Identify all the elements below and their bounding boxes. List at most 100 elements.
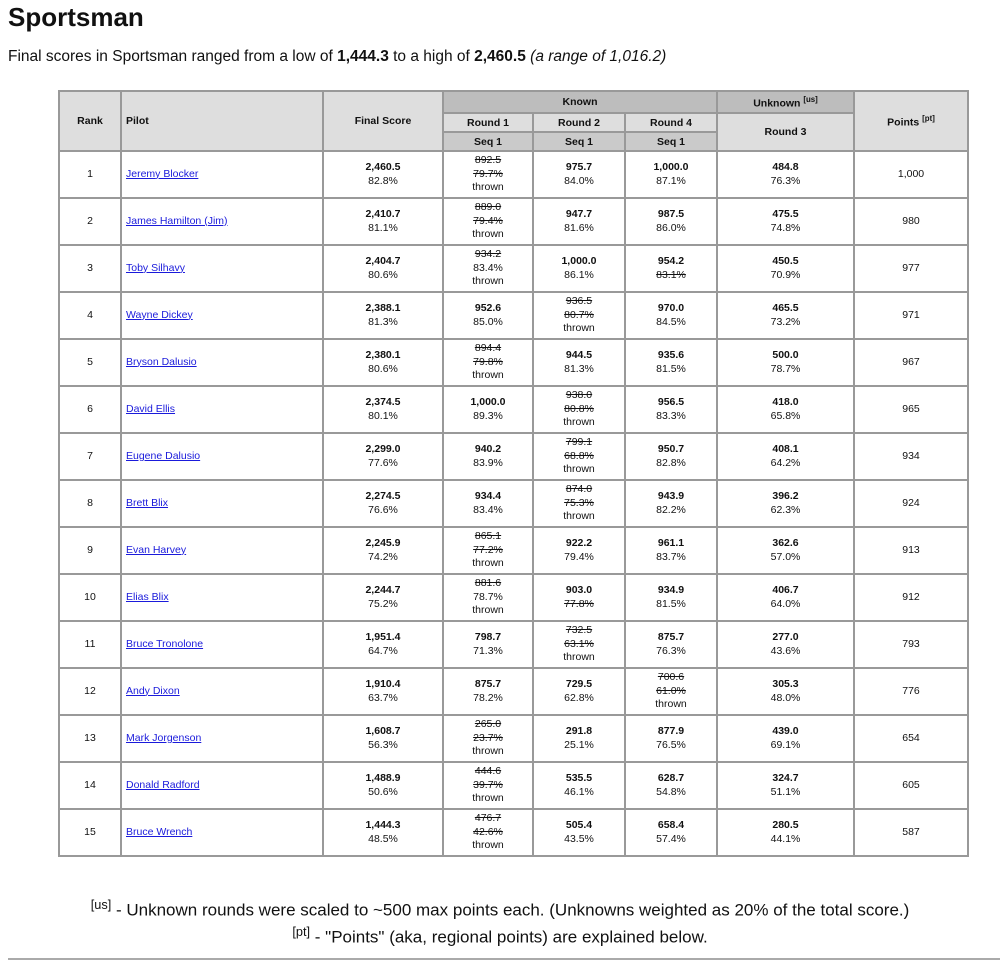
points-cell: 924 [853,479,969,528]
round-cell-r1: 952.6 85.0% [442,291,534,340]
pilot-link[interactable]: Wayne Dickey [126,308,193,321]
round-percent: 64.2% [770,456,801,469]
round-score: 658.4 [657,819,685,831]
round-cell-r3: 362.6 57.0% [716,526,855,575]
header-round1-seq: Seq 1 [442,131,534,152]
pilot-link[interactable]: Bruce Tronolone [126,637,204,650]
round-cell-r4: 961.1 83.7% [624,526,718,575]
pilot-link[interactable]: Elias Blix [126,590,169,603]
round-score: 934.9 [657,584,685,596]
round-percent: 89.3% [473,409,503,422]
round-cell-r4: 987.5 86.0% [624,197,718,246]
round-score: 954.2 [657,255,685,267]
round-percent: 77.8% [564,597,594,610]
pilot-link[interactable]: Andy Dixon [126,684,180,697]
round-score: 732.5 [565,624,593,637]
round-cell-r3: 500.0 78.7% [716,338,855,387]
final-score: 2,460.5 [365,161,401,173]
round-cell-r3: 305.3 48.0% [716,667,855,716]
table-row: 8 Brett Blix 2,274.5 76.6% 934.4 83.4% 874.0 75… [58,479,969,528]
rank-cell: 15 [58,808,122,857]
final-score: 2,388.1 [365,302,401,314]
pilot-link[interactable]: Brett Blix [126,496,169,509]
pilot-cell: Toby Silhavy [120,244,324,293]
pilot-link[interactable]: Bryson Dalusio [126,355,197,368]
round-score: 406.7 [772,584,799,596]
final-score-cell: 2,410.7 81.1% [322,197,444,246]
round-cell-r3: 418.0 65.8% [716,385,855,434]
round-score: 936.5 [565,295,593,308]
pilot-link[interactable]: Mark Jorgenson [126,731,202,744]
final-score-cell: 1,608.7 56.3% [322,714,444,763]
round-cell-r2: 535.5 46.1% [532,761,626,810]
round-score: 408.1 [772,443,799,455]
unknown-footnote-ref[interactable]: [us] [803,94,818,104]
round-cell-r3: 277.0 43.6% [716,620,855,669]
round-score: 324.7 [772,772,799,784]
thrown-label: thrown [472,604,504,617]
round-score: 987.5 [657,208,685,220]
round-cell-r3: 484.8 76.3% [716,150,855,199]
round-cell-r3: 406.7 64.0% [716,573,855,622]
table-row: 10 Elias Blix 2,244.7 75.2% 881.6 78.7% thrown… [58,573,969,622]
pilot-cell: Elias Blix [120,573,324,622]
round-percent: 77.2% [473,543,503,556]
round-cell-r3: 396.2 62.3% [716,479,855,528]
round-percent: 84.0% [564,174,594,187]
footnote-points: [pt] - "Points" (aka, regional points) a… [0,921,1000,949]
pilot-link[interactable]: Donald Radford [126,778,200,791]
thrown-label: thrown [563,510,595,523]
round-score: 944.5 [565,349,593,361]
pilot-link[interactable]: James Hamilton (Jim) [126,214,228,227]
round-cell-r4: 877.9 76.5% [624,714,718,763]
thrown-label: thrown [472,275,504,288]
thrown-label: thrown [563,651,595,664]
round-score: 875.7 [474,678,502,690]
round-percent: 83.4% [473,261,503,274]
points-cell: 967 [853,338,969,387]
round-cell-r2: 938.0 80.8% thrown [532,385,626,434]
header-known: Known [442,90,718,114]
final-score-cell: 2,274.5 76.6% [322,479,444,528]
round-score: 418.0 [772,396,799,408]
pilot-cell: Donald Radford [120,761,324,810]
round-score: 444.6 [474,765,502,778]
round-score: 475.5 [772,208,799,220]
divider [8,958,1000,960]
rank-cell: 7 [58,432,122,481]
pilot-link[interactable]: Jeremy Blocker [126,167,199,180]
rank-cell: 8 [58,479,122,528]
points-cell: 980 [853,197,969,246]
pilot-link[interactable]: Toby Silhavy [126,261,185,274]
round-percent: 23.7% [473,731,503,744]
points-cell: 965 [853,385,969,434]
pilot-link[interactable]: Evan Harvey [126,543,187,556]
round-score: 934.4 [474,490,502,502]
rank-cell: 11 [58,620,122,669]
round-score: 875.7 [657,631,685,643]
round-cell-r1: 865.1 77.2% thrown [442,526,534,575]
final-percent: 56.3% [368,738,398,751]
round-percent: 75.3% [564,496,594,509]
pilot-link[interactable]: David Ellis [126,402,176,415]
rank-cell: 4 [58,291,122,340]
round-score: 535.5 [565,772,593,784]
points-cell: 913 [853,526,969,575]
pilot-link[interactable]: Eugene Dalusio [126,449,201,462]
round-cell-r2: 944.5 81.3% [532,338,626,387]
final-score-cell: 2,374.5 80.1% [322,385,444,434]
round-score: 1,000.0 [470,396,506,408]
round-percent: 82.2% [656,503,686,516]
round-percent: 76.3% [770,174,801,187]
points-label: Points [887,116,920,129]
pilot-link[interactable]: Bruce Wrench [126,825,193,838]
points-footnote-ref[interactable]: [pt] [922,113,935,123]
final-score-cell: 2,299.0 77.6% [322,432,444,481]
pilot-cell: David Ellis [120,385,324,434]
points-cell: 654 [853,714,969,763]
round-cell-r4: 950.7 82.8% [624,432,718,481]
final-percent: 76.6% [368,503,398,516]
final-percent: 80.6% [368,362,398,375]
thrown-label: thrown [563,322,595,335]
table-row: 15 Bruce Wrench 1,444.3 48.5% 476.7 42.6% thro… [58,808,969,857]
